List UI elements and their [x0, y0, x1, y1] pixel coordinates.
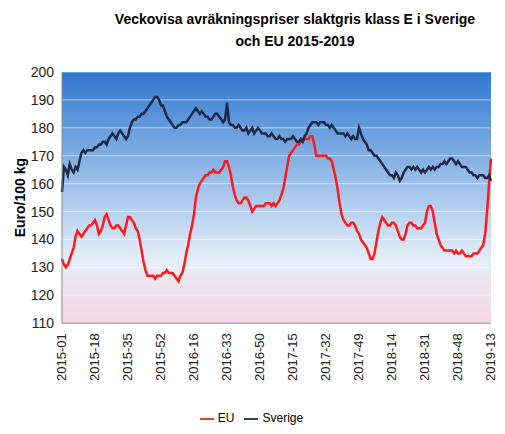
html-text:Sverige: Sverige — [262, 411, 304, 426]
html-text:EU: EU — [217, 411, 235, 426]
svg-text:2016-33: 2016-33 — [219, 333, 234, 381]
svg-text:150: 150 — [31, 204, 55, 220]
svg-text:2017-15: 2017-15 — [285, 333, 300, 381]
svg-text:2019-13: 2019-13 — [483, 333, 497, 381]
svg-text:2016-16: 2016-16 — [186, 333, 201, 381]
svg-text:2015-52: 2015-52 — [153, 333, 168, 381]
svg-text:2018-48: 2018-48 — [450, 333, 465, 381]
svg-text:180: 180 — [31, 120, 55, 136]
svg-text:2015-35: 2015-35 — [120, 333, 135, 381]
svg-text:160: 160 — [31, 176, 55, 192]
svg-text:140: 140 — [31, 231, 55, 247]
svg-text:2018-14: 2018-14 — [384, 333, 399, 381]
svg-text:2016-50: 2016-50 — [252, 333, 267, 381]
svg-text:190: 190 — [31, 92, 55, 108]
svg-text:2017-32: 2017-32 — [318, 333, 333, 381]
svg-text:200: 200 — [31, 64, 55, 80]
html-text:Veckovisa avräkningspriser sla: Veckovisa avräkningspriser slaktgris kla… — [114, 11, 476, 49]
svg-text:110: 110 — [32, 315, 55, 331]
svg-text:2018-31: 2018-31 — [417, 333, 432, 381]
svg-text:2015-01: 2015-01 — [54, 333, 69, 381]
svg-text:2015-18: 2015-18 — [87, 333, 102, 381]
svg-text:2017-49: 2017-49 — [351, 333, 366, 381]
svg-text:Euro/100 kg: Euro/100 kg — [12, 158, 28, 237]
svg-text:130: 130 — [31, 259, 55, 275]
svg-text:170: 170 — [31, 148, 55, 164]
svg-text:120: 120 — [31, 287, 55, 303]
